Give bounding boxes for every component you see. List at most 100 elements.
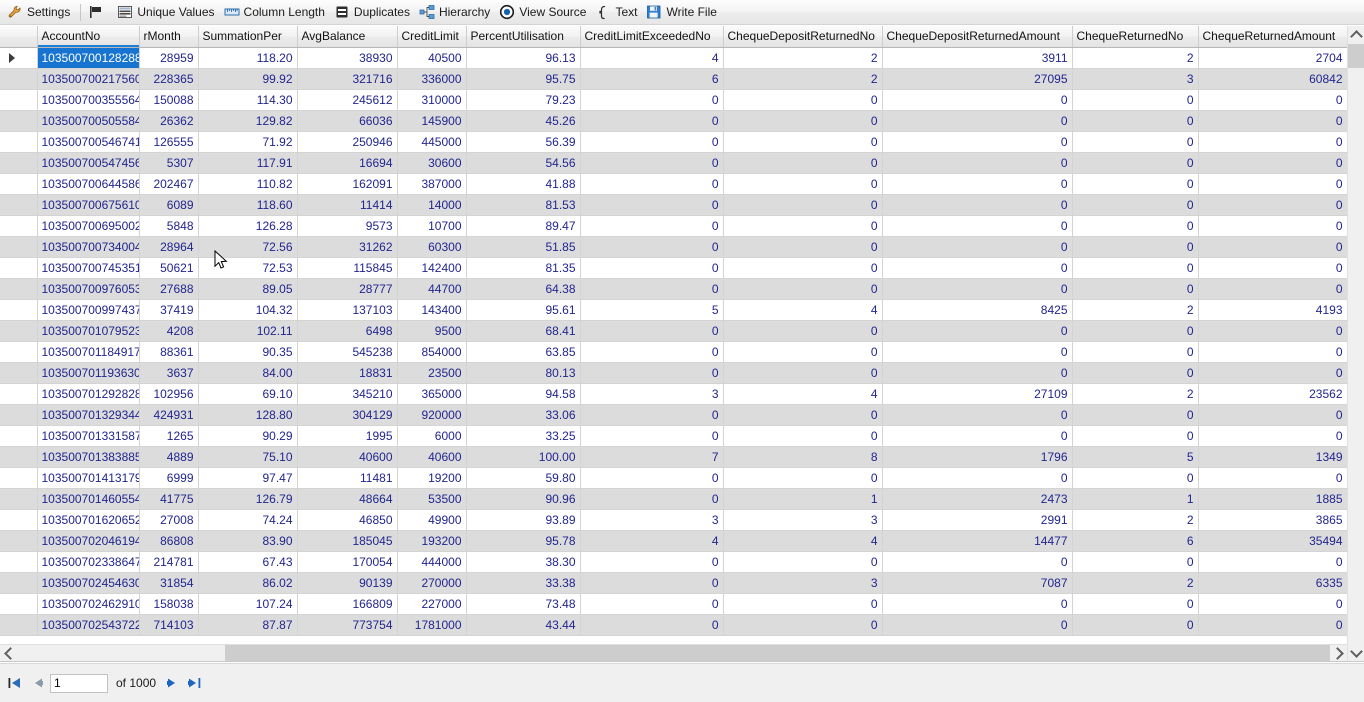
cell-creditlimit[interactable]: 143400	[397, 299, 467, 321]
toolbar-item-flag[interactable]	[85, 1, 114, 24]
cell-accountno[interactable]: 103500701413179	[37, 467, 140, 489]
cell-creditlimit[interactable]: 227000	[397, 593, 467, 615]
toolbar-item-hierarchy[interactable]: Hierarchy	[416, 1, 496, 24]
toolbar-item-settings[interactable]: Settings	[4, 1, 76, 24]
cell-accountno[interactable]: 103500702046194	[37, 530, 140, 552]
cell-chequedepositreturnedamount[interactable]: 1796	[882, 446, 1073, 468]
cell-chequedepositreturnedno[interactable]: 0	[723, 278, 883, 300]
cell-creditlimitexceededno[interactable]: 0	[580, 614, 724, 636]
column-header-avgbalance[interactable]: AvgBalance	[297, 26, 398, 48]
cell-chequereturnedno[interactable]: 0	[1072, 89, 1199, 111]
column-header-accountno[interactable]: AccountNo	[37, 26, 140, 48]
cell-avgbalance[interactable]: 11414	[297, 194, 398, 216]
cell-creditlimit[interactable]: 142400	[397, 257, 467, 279]
cell-chequedepositreturnedamount[interactable]: 0	[882, 593, 1073, 615]
cell-percentutilisation[interactable]: 33.25	[466, 425, 581, 447]
cell-avgbalance[interactable]: 9573	[297, 215, 398, 237]
cell-chequereturnedno[interactable]: 0	[1072, 173, 1199, 195]
cell-accountno[interactable]: 103500700997437	[37, 299, 140, 321]
cell-avgbalance[interactable]: 345210	[297, 383, 398, 405]
cell-summationper[interactable]: 107.24	[198, 593, 298, 615]
cell-rmonth[interactable]: 27008	[139, 509, 199, 531]
vertical-scrollbar[interactable]	[1347, 26, 1364, 661]
cell-chequedepositreturnedamount[interactable]: 0	[882, 194, 1073, 216]
cell-rmonth[interactable]: 86808	[139, 530, 199, 552]
cell-summationper[interactable]: 74.24	[198, 509, 298, 531]
cell-summationper[interactable]: 83.90	[198, 530, 298, 552]
cell-chequedepositreturnedamount[interactable]: 0	[882, 341, 1073, 363]
cell-rmonth[interactable]: 4208	[139, 320, 199, 342]
cell-chequedepositreturnedamount[interactable]: 0	[882, 215, 1073, 237]
table-row[interactable]: 103500702462910 158038 107.24 166809 227000 7…	[0, 593, 1347, 615]
cell-summationper[interactable]: 99.92	[198, 68, 298, 90]
cell-chequedepositreturnedamount[interactable]: 0	[882, 131, 1073, 153]
cell-rmonth[interactable]: 126555	[139, 131, 199, 153]
cell-creditlimit[interactable]: 365000	[397, 383, 467, 405]
cell-creditlimit[interactable]: 40500	[397, 47, 467, 69]
row-selector-cell[interactable]	[0, 89, 38, 111]
cell-percentutilisation[interactable]: 41.88	[466, 173, 581, 195]
cell-chequereturnedno[interactable]: 2	[1072, 47, 1199, 69]
column-header-summationper[interactable]: SummationPer	[198, 26, 298, 48]
cell-accountno[interactable]: 103500702454630	[37, 572, 140, 594]
selected-cell[interactable]: 103500700128288	[37, 47, 140, 69]
cell-creditlimit[interactable]: 49900	[397, 509, 467, 531]
cell-summationper[interactable]: 129.82	[198, 110, 298, 132]
cell-chequedepositreturnedamount[interactable]: 0	[882, 152, 1073, 174]
table-row[interactable]: 103500700505584 26362 129.82 66036 145900 45.…	[0, 110, 1347, 132]
cell-chequedepositreturnedno[interactable]: 8	[723, 446, 883, 468]
cell-rmonth[interactable]: 41775	[139, 488, 199, 510]
cell-creditlimitexceededno[interactable]: 0	[580, 572, 724, 594]
cell-accountno[interactable]: 103500701079523	[37, 320, 140, 342]
cell-chequereturnedno[interactable]: 0	[1072, 236, 1199, 258]
cell-chequedepositreturnedamount[interactable]: 0	[882, 320, 1073, 342]
cell-creditlimitexceededno[interactable]: 0	[580, 110, 724, 132]
cell-summationper[interactable]: 110.82	[198, 173, 298, 195]
row-selector-cell[interactable]	[0, 425, 38, 447]
cell-chequedepositreturnedno[interactable]: 0	[723, 236, 883, 258]
cell-avgbalance[interactable]: 162091	[297, 173, 398, 195]
cell-creditlimit[interactable]: 336000	[397, 68, 467, 90]
cell-creditlimit[interactable]: 14000	[397, 194, 467, 216]
cell-chequedepositreturnedno[interactable]: 2	[723, 47, 883, 69]
cell-avgbalance[interactable]: 48664	[297, 488, 398, 510]
table-row[interactable]: 103500702046194 86808 83.90 185045 193200 95.…	[0, 530, 1347, 552]
cell-summationper[interactable]: 97.47	[198, 467, 298, 489]
cell-chequedepositreturnedno[interactable]: 4	[723, 383, 883, 405]
cell-chequedepositreturnedamount[interactable]: 0	[882, 236, 1073, 258]
cell-chequedepositreturnedno[interactable]: 0	[723, 362, 883, 384]
horizontal-scrollbar-thumb[interactable]	[225, 645, 1330, 661]
cell-creditlimitexceededno[interactable]: 0	[580, 593, 724, 615]
cell-creditlimit[interactable]: 270000	[397, 572, 467, 594]
cell-chequereturnedno[interactable]: 0	[1072, 425, 1199, 447]
cell-creditlimit[interactable]: 854000	[397, 341, 467, 363]
row-selector-cell[interactable]	[0, 446, 38, 468]
toolbar-item-text[interactable]: Text	[592, 1, 643, 24]
cell-chequedepositreturnedamount[interactable]: 0	[882, 89, 1073, 111]
cell-chequedepositreturnedno[interactable]: 0	[723, 89, 883, 111]
cell-summationper[interactable]: 84.00	[198, 362, 298, 384]
toolbar-item-duplicates[interactable]: Duplicates	[331, 1, 416, 24]
cell-chequereturnedamount[interactable]: 0	[1198, 236, 1347, 258]
cell-chequereturnedamount[interactable]: 60842	[1198, 68, 1347, 90]
cell-rmonth[interactable]: 6089	[139, 194, 199, 216]
cell-chequereturnedamount[interactable]: 1349	[1198, 446, 1347, 468]
cell-summationper[interactable]: 90.35	[198, 341, 298, 363]
toolbar-item-column-length[interactable]: Column Length	[221, 1, 331, 24]
cell-creditlimitexceededno[interactable]: 0	[580, 131, 724, 153]
cell-accountno[interactable]: 103500700976053	[37, 278, 140, 300]
cell-avgbalance[interactable]: 137103	[297, 299, 398, 321]
cell-creditlimitexceededno[interactable]: 5	[580, 299, 724, 321]
row-selector-cell[interactable]	[0, 68, 38, 90]
cell-rmonth[interactable]: 714103	[139, 614, 199, 636]
table-row[interactable]: 103500701331587 1265 90.29 1995 6000 33.25 0 0 0…	[0, 425, 1347, 447]
cell-chequedepositreturnedamount[interactable]: 27095	[882, 68, 1073, 90]
cell-percentutilisation[interactable]: 73.48	[466, 593, 581, 615]
cell-creditlimitexceededno[interactable]: 0	[580, 404, 724, 426]
cell-rmonth[interactable]: 158038	[139, 593, 199, 615]
cell-creditlimitexceededno[interactable]: 0	[580, 194, 724, 216]
cell-chequereturnedamount[interactable]: 0	[1198, 320, 1347, 342]
toolbar-item-write-file[interactable]: Write File	[643, 1, 722, 24]
cell-creditlimitexceededno[interactable]: 0	[580, 320, 724, 342]
cell-summationper[interactable]: 117.91	[198, 152, 298, 174]
